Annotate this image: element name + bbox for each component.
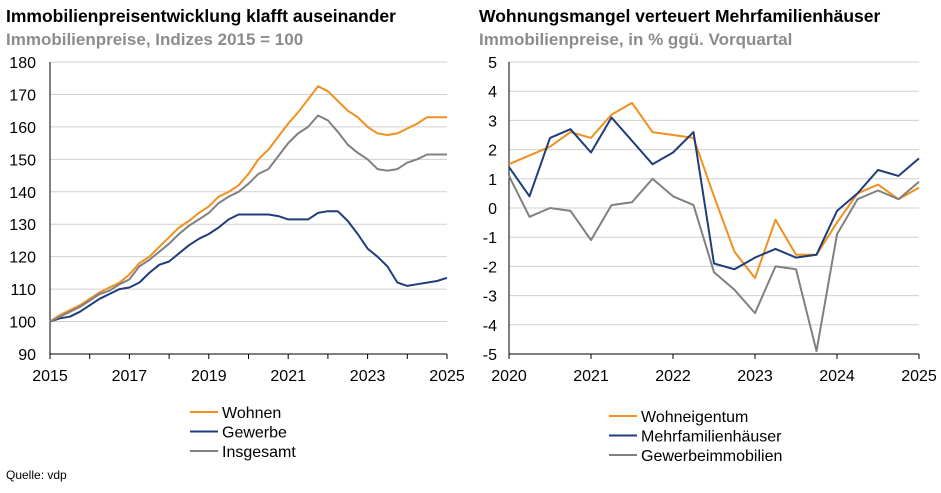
- chart1-ytick-label: 120: [9, 250, 36, 267]
- chart1-ytick-label: 100: [9, 315, 36, 332]
- chart2-ytick-label: -4: [483, 318, 497, 335]
- chart2-ytick-label: -5: [483, 347, 497, 364]
- chart1-subtitle: Immobilienpreise, Indizes 2015 = 100: [6, 30, 304, 49]
- chart2-ytick-label: 1: [488, 172, 497, 189]
- chart1-xtick-label: 2021: [270, 368, 306, 385]
- chart1-xtick-label: 2025: [429, 368, 465, 385]
- chart2-legend-label: Mehrfamilienhäuser: [641, 429, 782, 446]
- chart1-ytick-label: 170: [9, 87, 36, 104]
- chart1-xtick-label: 2017: [112, 368, 148, 385]
- chart1-xtick-label: 2019: [191, 368, 227, 385]
- chart2-ytick-label: 4: [488, 84, 497, 101]
- chart2-ytick-label: 5: [488, 55, 497, 72]
- chart1-xtick-label: 2015: [32, 368, 68, 385]
- chart1-ytick-label: 130: [9, 217, 36, 234]
- chart2-legend-label: Gewerbeimmobilien: [641, 448, 782, 465]
- chart1-ytick-label: 150: [9, 152, 36, 169]
- chart2-legend-label: Wohneigentum: [641, 409, 748, 426]
- chart2-ytick-label: -1: [483, 230, 497, 247]
- chart2-xtick-label: 2022: [655, 368, 691, 385]
- chart1-ytick-label: 160: [9, 120, 36, 137]
- chart2-ytick-label: 3: [488, 113, 497, 130]
- chart1-legend-label: Wohnen: [222, 405, 281, 422]
- chart1-ytick-label: 90: [18, 347, 36, 364]
- chart2-ytick-label: 0: [488, 201, 497, 218]
- chart1-ytick-label: 140: [9, 185, 36, 202]
- chart1-legend-label: Gewerbe: [222, 425, 287, 442]
- chart2-ytick-label: -2: [483, 259, 497, 276]
- chart1-ytick-label: 110: [10, 282, 36, 299]
- chart1-series-line-3: [49, 114, 447, 323]
- chart2-xtick-label: 2025: [901, 368, 937, 385]
- chart2-ytick-label: -3: [483, 289, 497, 306]
- chart2-ytick-label: 2: [488, 143, 497, 160]
- chart2-xtick-label: 2021: [573, 368, 609, 385]
- chart2-series-line-2: [508, 116, 920, 271]
- source-note: Quelle: vdp: [6, 468, 67, 482]
- chart1-title: Immobilienpreisentwicklung klafft ausein…: [6, 6, 396, 26]
- chart1-series-line-2: [49, 210, 448, 323]
- chart2-title: Wohnungsmangel verteuert Mehrfamilienhäu…: [479, 6, 881, 26]
- chart2-xtick-label: 2020: [491, 368, 527, 385]
- chart2-series-line-1: [508, 101, 920, 280]
- chart2-series-line-3: [508, 175, 920, 353]
- chart1-ytick-label: 180: [9, 55, 36, 72]
- chart1-series-line-1: [49, 85, 447, 323]
- chart1-legend-label: Insgesamt: [222, 444, 296, 461]
- chart2-xtick-label: 2023: [737, 368, 773, 385]
- chart2-subtitle: Immobilienpreise, in % ggü. Vorquartal: [479, 30, 793, 49]
- chart2-xtick-label: 2024: [819, 368, 855, 385]
- chart1-xtick-label: 2023: [350, 368, 386, 385]
